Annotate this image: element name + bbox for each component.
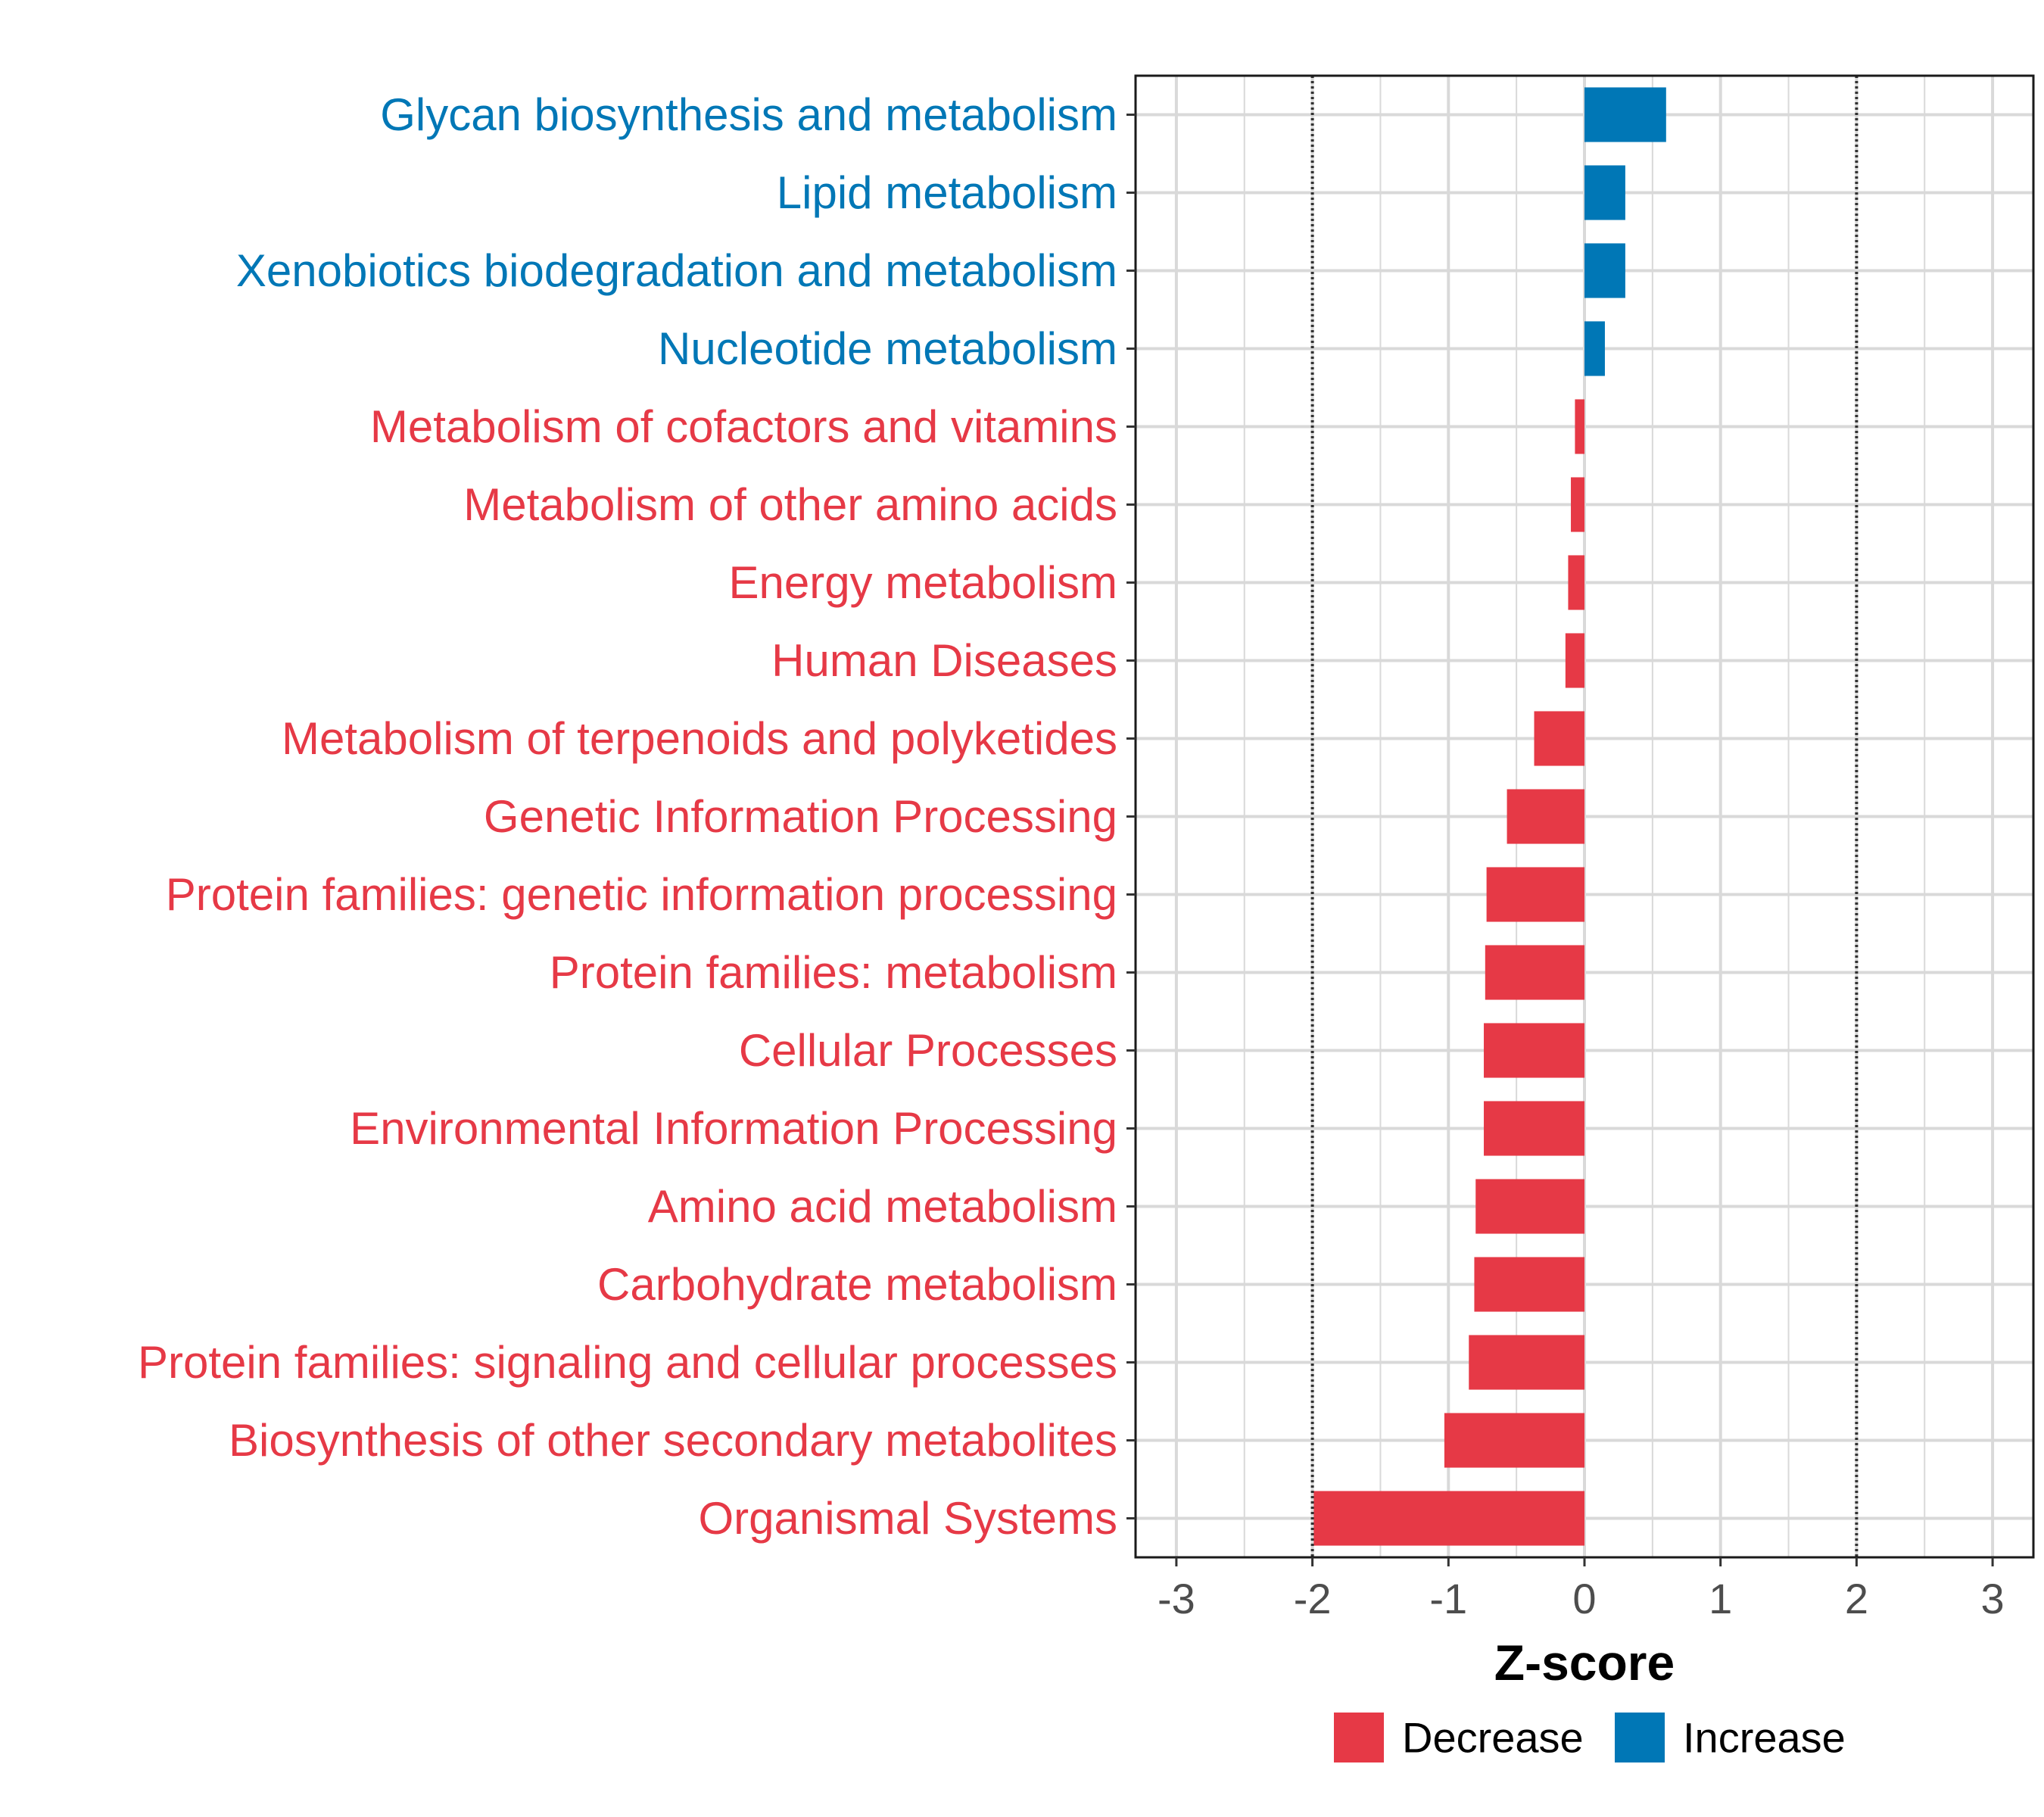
- category-label: Genetic Information Processing: [484, 791, 1117, 842]
- x-axis-title: Z-score: [1494, 1635, 1675, 1691]
- category-label: Protein families: signaling and cellular…: [138, 1337, 1117, 1388]
- y-axis-ticks: [1126, 114, 1136, 1519]
- bar-decrease: [1485, 945, 1584, 1000]
- bars: [1313, 87, 1666, 1546]
- category-label: Nucleotide metabolism: [658, 323, 1117, 374]
- category-label: Carbohydrate metabolism: [597, 1259, 1117, 1310]
- bar-increase: [1584, 87, 1666, 142]
- category-label: Metabolism of other amino acids: [463, 479, 1117, 530]
- category-label: Human Diseases: [771, 635, 1117, 686]
- legend-key-increase: [1615, 1713, 1665, 1762]
- bar-decrease: [1469, 1335, 1584, 1390]
- category-label: Xenobiotics biodegradation and metabolis…: [236, 245, 1117, 296]
- legend: Decrease Increase: [1334, 1713, 1846, 1762]
- bar-decrease: [1313, 1491, 1584, 1546]
- y-axis-labels: Glycan biosynthesis and metabolism Lipid …: [138, 89, 1117, 1544]
- bar-decrease: [1484, 1023, 1584, 1078]
- x-tick-label: 0: [1572, 1575, 1596, 1622]
- category-label: Metabolism of terpenoids and polyketides: [282, 713, 1117, 764]
- category-label: Metabolism of cofactors and vitamins: [370, 401, 1117, 452]
- x-tick-label: 3: [1981, 1575, 2005, 1622]
- x-tick-label: -3: [1158, 1575, 1195, 1622]
- bar-increase: [1584, 243, 1625, 298]
- bar-decrease: [1475, 1179, 1584, 1234]
- bar-decrease: [1484, 1101, 1584, 1156]
- x-axis-ticks: [1175, 1557, 1994, 1566]
- bar-decrease: [1568, 555, 1584, 610]
- x-tick-label: -1: [1429, 1575, 1467, 1622]
- x-tick-label: 2: [1845, 1575, 1868, 1622]
- bar-decrease: [1534, 711, 1584, 766]
- legend-label-decrease: Decrease: [1402, 1714, 1584, 1762]
- bar-decrease: [1507, 789, 1584, 844]
- category-label: Protein families: genetic information pr…: [166, 869, 1117, 920]
- category-label: Organismal Systems: [699, 1493, 1117, 1544]
- category-label: Cellular Processes: [739, 1025, 1117, 1076]
- bar-decrease: [1474, 1257, 1584, 1312]
- bar-decrease: [1444, 1413, 1584, 1468]
- x-axis-labels: -3 -2 -1 0 1 2 3: [1158, 1575, 2005, 1622]
- category-label: Lipid metabolism: [777, 167, 1117, 218]
- bar-decrease: [1565, 633, 1584, 688]
- category-label: Energy metabolism: [728, 557, 1117, 608]
- category-label: Protein families: metabolism: [550, 947, 1117, 998]
- category-label: Glycan biosynthesis and metabolism: [380, 89, 1117, 140]
- bar-increase: [1584, 165, 1625, 220]
- x-tick-label: -2: [1294, 1575, 1332, 1622]
- category-label: Biosynthesis of other secondary metaboli…: [229, 1415, 1117, 1466]
- bar-increase: [1584, 321, 1605, 376]
- x-tick-label: 1: [1709, 1575, 1732, 1622]
- category-label: Amino acid metabolism: [648, 1181, 1117, 1232]
- bar-decrease: [1571, 477, 1584, 532]
- legend-key-decrease: [1334, 1713, 1384, 1762]
- bar-decrease: [1575, 399, 1584, 454]
- bar-decrease: [1486, 867, 1584, 922]
- category-label: Environmental Information Processing: [350, 1103, 1117, 1154]
- legend-label-increase: Increase: [1683, 1714, 1846, 1762]
